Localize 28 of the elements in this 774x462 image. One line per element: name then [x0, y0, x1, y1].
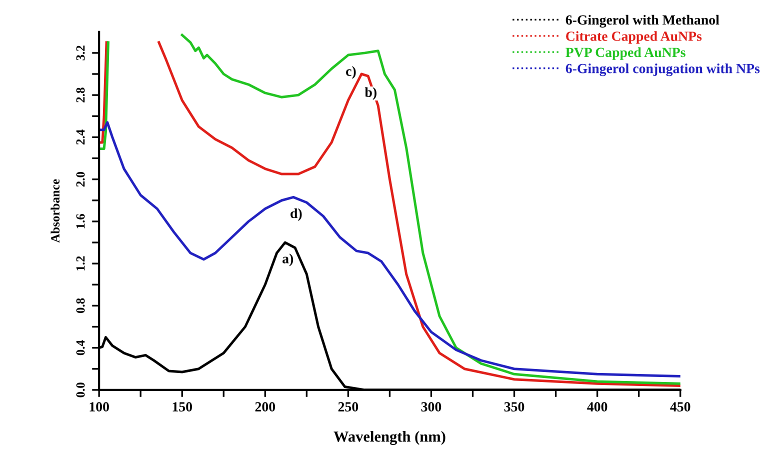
y-tick-label: 2.0 — [76, 172, 85, 187]
annotation: b) — [364, 87, 376, 100]
y-tick-label: 0.0 — [76, 382, 85, 398]
y-tick-label: 1.6 — [76, 214, 85, 228]
legend-label: Citrate Capped AuNPs — [566, 31, 702, 44]
x-axis-title: Wavelength (nm) — [334, 430, 446, 445]
x-tick-label: 100 — [90, 402, 109, 412]
x-tick-label: 150 — [172, 402, 192, 412]
y-tick-label: 3.2 — [76, 46, 85, 60]
legend-label: 6-Gingerol with Methanol — [566, 14, 720, 28]
y-tick-label: 1.2 — [76, 256, 85, 270]
x-tick-label: 200 — [255, 402, 276, 412]
annotation: a) — [282, 254, 294, 266]
x-tick-label: 450 — [670, 402, 690, 412]
x-tick-label: 350 — [504, 402, 524, 412]
y-tick-label: 0.4 — [76, 340, 85, 356]
legend-label: 6-Gingerol conjugation with NPs — [566, 63, 760, 76]
annotation: d) — [290, 208, 302, 221]
x-tick-label: 300 — [421, 402, 442, 412]
y-axis-title: Absorbance — [50, 179, 60, 243]
x-tick-label: 400 — [587, 402, 608, 412]
y-tick-label: 0.8 — [76, 298, 85, 314]
y-tick-label: 2.4 — [76, 130, 85, 144]
y-tick-label: 2.8 — [76, 88, 85, 102]
x-tick-label: 250 — [338, 402, 358, 412]
line-series — [99, 121, 680, 378]
annotation: c) — [346, 66, 356, 79]
legend-label: PVP Capped AuNPs — [566, 47, 686, 60]
